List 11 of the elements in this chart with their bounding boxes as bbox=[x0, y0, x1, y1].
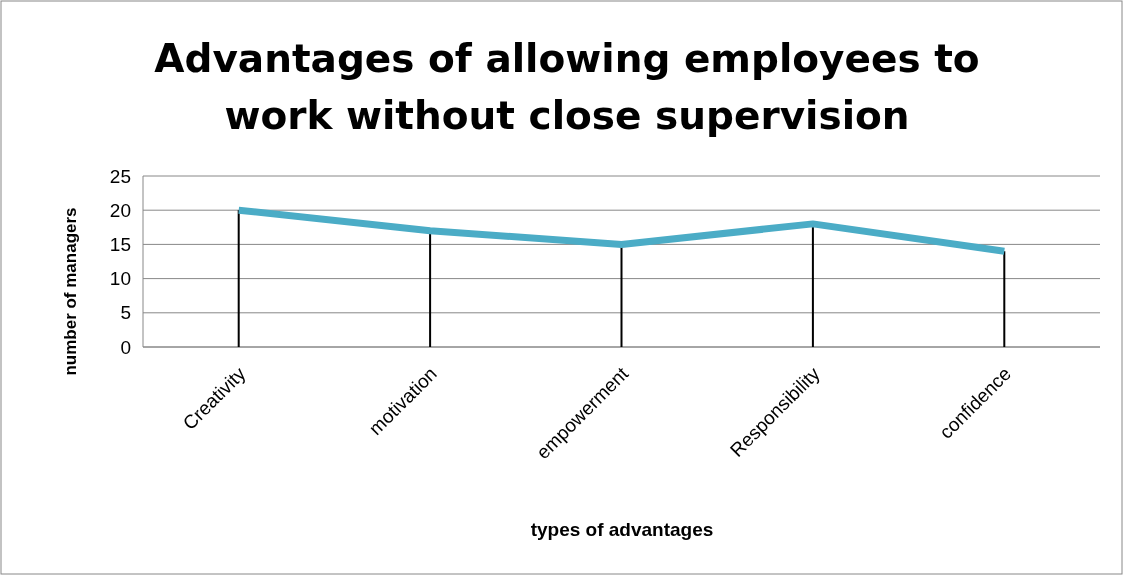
y-tick-label: 25 bbox=[109, 165, 131, 187]
bar bbox=[1003, 251, 1006, 347]
y-tick-label: 5 bbox=[120, 302, 131, 324]
y-tick-label: 20 bbox=[109, 199, 131, 221]
x-axis-title: types of advantages bbox=[530, 519, 714, 540]
y-tick-label: 15 bbox=[109, 234, 131, 256]
y-tick-label: 10 bbox=[109, 268, 131, 290]
bar bbox=[237, 210, 240, 347]
chart-title: Advantages of allowing employees to work without close supervision bbox=[154, 36, 980, 138]
y-tick-label: 0 bbox=[120, 336, 131, 358]
y-axis-title: number of managers bbox=[61, 207, 80, 376]
